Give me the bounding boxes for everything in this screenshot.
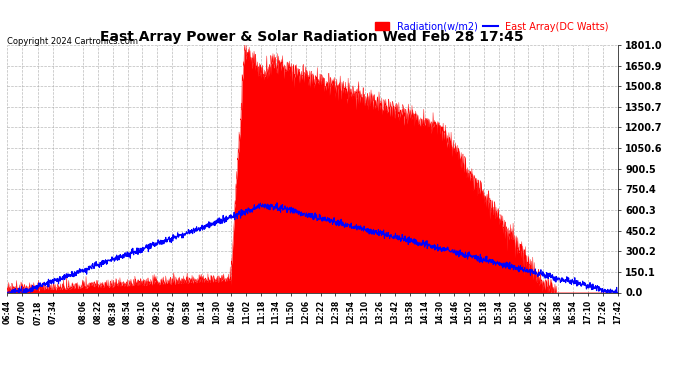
Text: Copyright 2024 Cartronics.com: Copyright 2024 Cartronics.com	[7, 38, 138, 46]
Legend: Radiation(w/m2), East Array(DC Watts): Radiation(w/m2), East Array(DC Watts)	[371, 18, 613, 36]
Title: East Array Power & Solar Radiation Wed Feb 28 17:45: East Array Power & Solar Radiation Wed F…	[101, 30, 524, 44]
